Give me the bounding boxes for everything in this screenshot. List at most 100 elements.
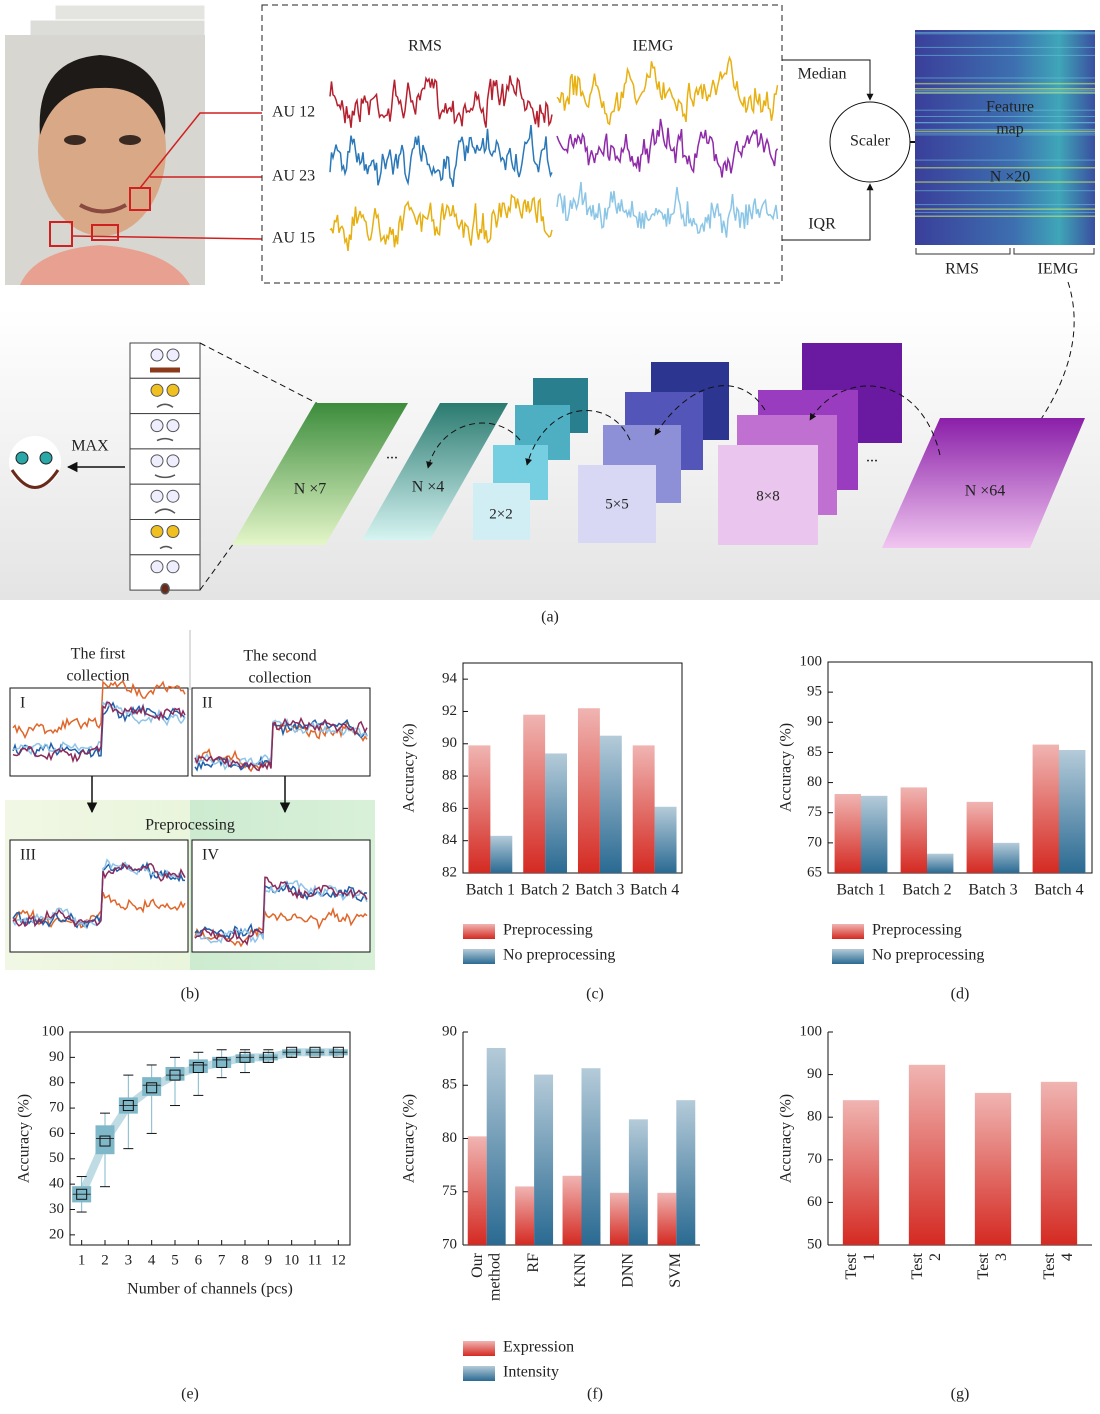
bar	[909, 1065, 945, 1245]
plot-label: III	[20, 847, 36, 864]
feature-stripe	[915, 212, 1095, 213]
bar	[629, 1119, 648, 1245]
legend-swatch	[463, 949, 495, 964]
tspan: 1	[860, 1253, 877, 1265]
expression-cell	[130, 449, 200, 484]
bar	[582, 1068, 601, 1245]
x-tick-label: 1	[78, 1252, 86, 1268]
box	[236, 1055, 254, 1063]
legend-label: No preprocessing	[872, 947, 984, 964]
plot-label: II	[202, 695, 213, 712]
y-tick-label: 20	[49, 1226, 64, 1242]
panel-label: (g)	[951, 1386, 970, 1403]
layer-label: 5×5	[605, 496, 628, 512]
y-axis-label: Accuracy (%)	[778, 723, 795, 812]
legend-swatch	[463, 924, 495, 939]
x-tick-label: Batch 1	[836, 882, 885, 899]
y-tick-label: 75	[807, 804, 822, 820]
au-label: AU 23	[272, 168, 315, 185]
y-tick-label: 80	[807, 1109, 822, 1125]
feature-stripe	[915, 90, 1095, 91]
figure: AU 12 AU 23 AU 15 RMS IEMG Median IQR Sc…	[0, 0, 1100, 1414]
y-tick-label: 88	[442, 768, 457, 784]
bar	[1033, 745, 1059, 873]
bar	[534, 1075, 553, 1245]
bar	[657, 1193, 676, 1245]
y-tick-label: 40	[49, 1176, 64, 1192]
y-tick-label: 90	[807, 1066, 822, 1082]
x-tick-label: Batch 2	[520, 882, 569, 899]
y-tick-label: 50	[807, 1236, 822, 1252]
bar	[515, 1186, 534, 1245]
signal-trace	[557, 182, 778, 238]
legend-swatch	[832, 949, 864, 964]
tspan: 2	[926, 1253, 943, 1265]
x-tick-label: Test 4	[1041, 1252, 1076, 1279]
y-tick-label: 80	[49, 1074, 64, 1090]
x-tick-label: Test 3	[975, 1252, 1010, 1279]
x-tick-label: 10	[284, 1252, 299, 1268]
x-tick-label: 8	[241, 1252, 249, 1268]
emoji-eye	[151, 420, 163, 432]
bar	[563, 1176, 582, 1245]
feature-stripe	[915, 83, 1095, 85]
feature-stripe	[915, 47, 1095, 48]
y-tick-label: 30	[49, 1201, 64, 1217]
bar	[861, 796, 887, 873]
tspan: Test	[1041, 1252, 1058, 1279]
bar	[633, 745, 655, 873]
x-tick-label: Batch 2	[902, 882, 951, 899]
y-tick-label: 90	[442, 1023, 457, 1039]
x-tick-label: 12	[331, 1252, 346, 1268]
feature-stripe	[915, 216, 1095, 218]
y-tick-label: 92	[442, 703, 457, 719]
mean-line	[82, 1052, 339, 1194]
au-label: AU 15	[272, 230, 315, 247]
x-tick-label: 5	[171, 1252, 179, 1268]
y-tick-label: 80	[442, 1130, 457, 1146]
y-axis-label: Accuracy (%)	[778, 1094, 795, 1183]
bar	[1059, 750, 1085, 873]
x-tick-label: Batch 1	[466, 882, 515, 899]
arrow-label: Median	[798, 66, 847, 83]
emoji-eye	[151, 561, 163, 573]
map-axis-label: RMS	[945, 261, 979, 278]
x-tick-label: DNN	[620, 1253, 637, 1288]
panel-label: (a)	[541, 609, 559, 626]
x-tick-label: 2	[101, 1252, 109, 1268]
bar	[578, 708, 600, 873]
expression-cell	[130, 378, 200, 413]
signal-trace	[330, 195, 552, 251]
output-eye	[40, 452, 52, 464]
x-tick-label: 11	[308, 1252, 322, 1268]
signal-box	[262, 5, 782, 283]
x-tick-label: KNN	[572, 1253, 589, 1288]
feature-stripe	[915, 208, 1095, 210]
y-tick-label: 85	[442, 1077, 457, 1093]
tspan: 3	[992, 1253, 1009, 1265]
panel-label: (e)	[181, 1386, 199, 1403]
expression-column	[130, 343, 200, 594]
ellipsis: ...	[386, 446, 398, 463]
y-tick-label: 65	[807, 864, 822, 880]
page: AU 12 AU 23 AU 15 RMS IEMG Median IQR Sc…	[0, 0, 1100, 1414]
x-tick-label: Test 1	[843, 1252, 878, 1279]
box	[96, 1126, 114, 1154]
emoji-eye	[151, 384, 163, 396]
y-axis-label: Accuracy (%)	[401, 723, 418, 812]
signal-plot	[10, 688, 188, 776]
column-title: The second	[243, 648, 316, 665]
bar	[487, 1048, 506, 1245]
signals	[330, 58, 778, 251]
x-tick-label: Batch 4	[630, 882, 679, 899]
x-tick-label: 6	[195, 1252, 203, 1268]
tspan: Test	[843, 1252, 860, 1279]
y-tick-label: 80	[807, 774, 822, 790]
signal-trace	[557, 119, 778, 178]
y-tick-label: 50	[49, 1150, 64, 1166]
legend-swatch	[463, 1366, 495, 1381]
feature-stripe	[915, 33, 1095, 34]
bar	[468, 745, 490, 873]
emoji-eye	[167, 384, 179, 396]
feature-map-label: map	[996, 121, 1024, 138]
